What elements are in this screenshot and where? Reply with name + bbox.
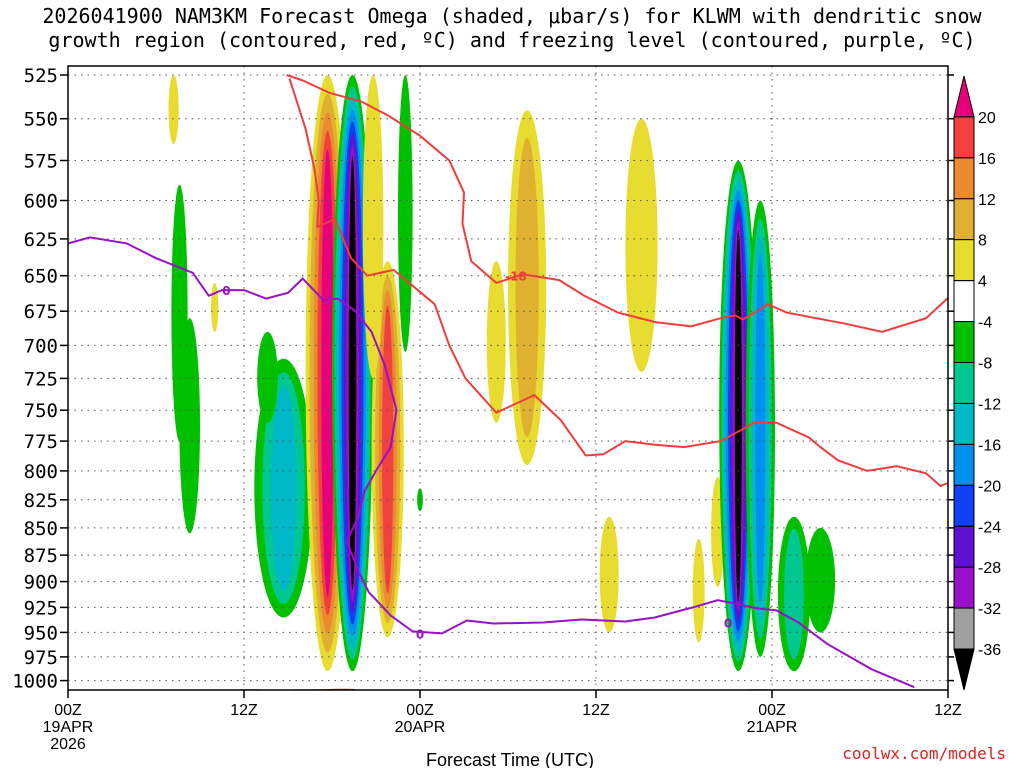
y-tick-label-675: 675 bbox=[24, 301, 58, 323]
colorbar-label-8: -16 bbox=[978, 437, 1001, 454]
colorbar-label-12: -32 bbox=[978, 601, 1001, 618]
colorbar-segment-7 bbox=[953, 362, 975, 404]
y-tick-label-575: 575 bbox=[24, 151, 58, 173]
x-tick-label-12: 12Z bbox=[230, 702, 258, 719]
y-tick-label-875: 875 bbox=[24, 545, 58, 567]
colorbar-label-6: -8 bbox=[978, 356, 992, 373]
colorbar-label-4: 4 bbox=[978, 274, 987, 291]
colorbar-label-1: 16 bbox=[978, 151, 996, 168]
omega-blob-19-level--20 bbox=[755, 254, 766, 604]
x-axis-label: Forecast Time (UTC) bbox=[426, 750, 594, 768]
colorbar-label-5: -4 bbox=[978, 315, 992, 332]
x-tick-label-24: 00Z bbox=[406, 702, 434, 719]
colorbar-segment-12 bbox=[953, 566, 975, 609]
y-tick-label-800: 800 bbox=[24, 461, 58, 483]
colorbar-segment-3 bbox=[953, 198, 975, 241]
dgz-contour-1 bbox=[288, 78, 948, 488]
y-tick-label-950: 950 bbox=[24, 622, 58, 644]
colorbar-label-11: -28 bbox=[978, 560, 1001, 577]
y-tick-label-925: 925 bbox=[24, 597, 58, 619]
colorbar: 20 16 12 8 4 -4 -8 -12 -16 -20 -24 -28 -32 -36 bbox=[953, 75, 1001, 691]
y-tick-label-525: 525 bbox=[24, 65, 58, 87]
colorbar-label-7: -12 bbox=[978, 397, 1001, 414]
colorbar-segment-5 bbox=[953, 280, 975, 323]
y-tick-label-775: 775 bbox=[24, 431, 58, 453]
omega-blob-7-level--36 bbox=[348, 156, 357, 590]
x-date-label-24: 20APR bbox=[395, 719, 446, 736]
colorbar-label-2: 12 bbox=[978, 192, 996, 209]
x-date-label-48: 21APR bbox=[747, 719, 798, 736]
colorbar-segment-6 bbox=[953, 321, 975, 364]
omega-blob-5-level--8 bbox=[257, 331, 278, 423]
omega-blob-6-level-20 bbox=[321, 149, 334, 597]
omega-blob-2-level-4 bbox=[168, 75, 179, 144]
omega-shading bbox=[168, 75, 836, 672]
x-date-label-0: 19APR bbox=[43, 719, 94, 736]
omega-blob-10-level--8 bbox=[398, 75, 413, 352]
colorbar-segment-1 bbox=[953, 116, 975, 159]
y-tick-label-600: 600 bbox=[24, 191, 58, 213]
x-tick-label-48: 00Z bbox=[758, 702, 786, 719]
omega-blob-4-level--16 bbox=[270, 385, 297, 591]
chart-title-line2: growth region (contoured, red, ºC) and f… bbox=[48, 28, 976, 52]
omega-blob-12-level-8 bbox=[515, 137, 539, 438]
site-credit: coolwx.com/models bbox=[842, 744, 1006, 763]
omega-blob-1-level--8 bbox=[179, 318, 200, 534]
colorbar-segment-14 bbox=[953, 648, 975, 691]
y-tick-label-825: 825 bbox=[24, 490, 58, 512]
omega-blob-20-level--12 bbox=[784, 528, 804, 660]
y-tick-label-975: 975 bbox=[24, 647, 58, 669]
colorbar-segment-11 bbox=[953, 525, 975, 568]
y-tick-label-625: 625 bbox=[24, 229, 58, 251]
omega-blob-15-level-4 bbox=[599, 516, 619, 633]
colorbar-segment-0 bbox=[953, 75, 975, 118]
colorbar-label-10: -24 bbox=[978, 519, 1001, 536]
y-tick-label-700: 700 bbox=[24, 335, 58, 357]
y-tick-label-850: 850 bbox=[24, 518, 58, 540]
omega-blob-8-level-16 bbox=[382, 305, 394, 594]
y-axis: 525 550 575 600 625 650 675 700 725 750 775 800 825 8… bbox=[12, 65, 954, 693]
y-tick-label-900: 900 bbox=[24, 572, 58, 594]
freezing-level-label-2: 0 bbox=[724, 617, 732, 631]
omega-blob-21-level--8 bbox=[805, 527, 836, 633]
freezing-level-contour bbox=[68, 236, 915, 689]
freezing-level-label-1: 0 bbox=[416, 627, 424, 641]
freezing-level-label-0: 0 bbox=[222, 284, 230, 298]
omega-blob-14-level-4 bbox=[625, 118, 658, 372]
colorbar-label-3: 8 bbox=[978, 233, 987, 250]
colorbar-segment-9 bbox=[953, 443, 975, 486]
colorbar-label-13: -36 bbox=[978, 642, 1001, 659]
colorbar-segment-2 bbox=[953, 157, 975, 200]
colorbar-segment-8 bbox=[953, 403, 975, 445]
colorbar-segment-13 bbox=[953, 607, 975, 650]
omega-blob-9-level-4 bbox=[362, 75, 384, 379]
y-tick-label-650: 650 bbox=[24, 266, 58, 288]
omega-blob-13-level-4 bbox=[486, 261, 506, 423]
y-tick-label-750: 750 bbox=[24, 400, 58, 422]
y-tick-label-725: 725 bbox=[24, 368, 58, 390]
chart-title-line1: 2026041900 NAM3KM Forecast Omega (shaded… bbox=[42, 4, 982, 28]
colorbar-label-0: 20 bbox=[978, 110, 996, 127]
colorbar-segment-10 bbox=[953, 484, 975, 527]
omega-blob-16-level-4 bbox=[692, 538, 705, 643]
colorbar-segment-4 bbox=[953, 239, 975, 282]
x-tick-label-0: 00Z bbox=[54, 702, 82, 719]
dgz-contour-0 bbox=[286, 74, 948, 333]
plot-grid bbox=[68, 66, 948, 690]
omega-blob-3-level-4 bbox=[211, 282, 219, 332]
contour-lines: -18 0 0 0 bbox=[68, 74, 948, 689]
dgz-contour-label: -18 bbox=[505, 270, 527, 284]
x-year-label-0: 2026 bbox=[50, 736, 86, 753]
y-tick-label-550: 550 bbox=[24, 109, 58, 131]
omega-blob-18-level--36 bbox=[734, 230, 742, 602]
x-tick-label-60: 12Z bbox=[934, 702, 962, 719]
colorbar-label-9: -20 bbox=[978, 478, 1001, 495]
x-tick-label-36: 12Z bbox=[582, 702, 610, 719]
y-tick-label-1000: 1000 bbox=[12, 671, 58, 693]
